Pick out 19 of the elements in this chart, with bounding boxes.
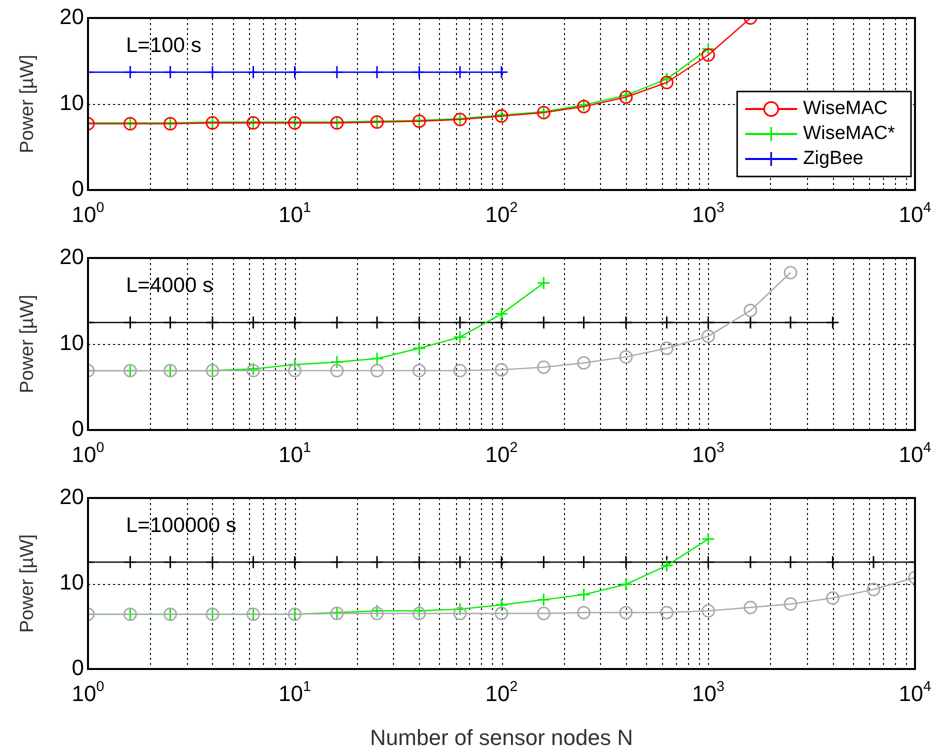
legend-label: WiseMAC <box>803 98 888 120</box>
annotation: L=100000 s <box>126 514 236 537</box>
annotation: L=100 s <box>126 34 202 57</box>
y-tick-label: 10 <box>60 90 84 116</box>
y-axis-title: Power [µW] <box>17 534 38 633</box>
annotation: L=4000 s <box>126 274 213 297</box>
y-tick-label: 0 <box>72 176 84 202</box>
y-tick-label: 20 <box>60 244 84 270</box>
y-axis-title: Power [µW] <box>17 294 38 394</box>
y-tick-label: 0 <box>72 655 84 680</box>
y-axis-title: Power [µW] <box>17 54 38 154</box>
x-axis-title: Number of sensor nodes N <box>370 725 633 750</box>
legend-label: WiseMAC* <box>803 123 896 144</box>
y-tick-label: 20 <box>60 484 84 510</box>
legend-label: ZigBee <box>803 148 864 170</box>
y-tick-label: 10 <box>60 570 84 595</box>
y-tick-label: 0 <box>72 416 84 442</box>
y-tick-label: 20 <box>60 4 84 30</box>
y-tick-label: 10 <box>60 330 84 356</box>
